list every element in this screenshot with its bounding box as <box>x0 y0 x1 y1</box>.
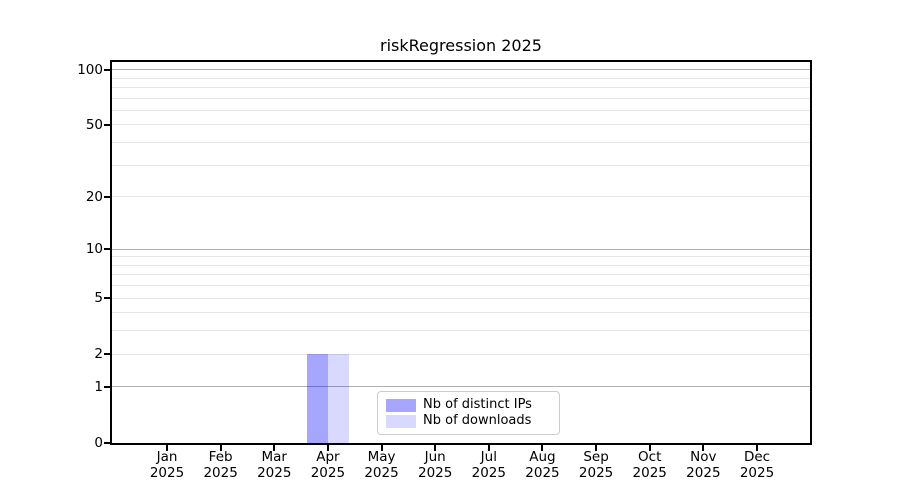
y-grid-minor <box>112 196 810 198</box>
x-tick-label: Jan 2025 <box>149 449 185 481</box>
legend-swatch-distinct-ips <box>386 398 416 412</box>
y-tick-label: 20 <box>85 188 103 205</box>
y-tick-label: 100 <box>77 61 103 78</box>
plot-area <box>112 62 810 443</box>
y-tick <box>104 68 110 71</box>
bar-apr-distinct-ips <box>306 354 328 443</box>
x-tick <box>541 445 544 451</box>
y-grid-minor <box>112 312 810 314</box>
legend-label: Nb of downloads <box>423 413 532 428</box>
legend: Nb of distinct IPs Nb of downloads <box>377 391 560 435</box>
axis-spine-top <box>110 60 812 62</box>
x-tick-label: Aug 2025 <box>525 449 560 481</box>
axis-spine-right <box>810 60 812 445</box>
x-tick <box>434 445 437 451</box>
y-tick-label: 0 <box>94 435 103 451</box>
legend-item: Nb of distinct IPs <box>386 397 550 413</box>
x-tick <box>326 445 329 451</box>
legend-item: Nb of downloads <box>386 413 550 429</box>
x-tick-label: Jul 2025 <box>471 449 506 481</box>
x-tick-label: Nov 2025 <box>686 449 721 481</box>
legend-label: Nb of distinct IPs <box>423 397 532 412</box>
bar-apr-downloads <box>327 354 349 443</box>
y-tick-label: 2 <box>94 346 103 363</box>
y-grid-minor <box>112 285 810 287</box>
y-tick-label: 50 <box>85 116 103 133</box>
y-tick <box>104 353 110 356</box>
y-tick-label: 1 <box>94 378 103 395</box>
y-tick <box>104 248 110 250</box>
x-tick <box>380 445 383 451</box>
y-tick <box>104 442 110 444</box>
y-grid-minor <box>112 77 810 79</box>
x-tick <box>219 445 222 451</box>
x-tick-label: Apr 2025 <box>310 449 346 481</box>
y-grid-minor <box>112 256 810 258</box>
axis-spine-bottom <box>110 443 812 445</box>
axis-spine-left <box>110 60 112 445</box>
chart-title: riskRegression 2025 <box>380 36 542 55</box>
y-grid-minor <box>112 164 810 166</box>
x-tick <box>166 445 168 451</box>
y-tick <box>104 123 110 126</box>
y-grid-minor <box>112 109 810 111</box>
x-tick-label: Oct 2025 <box>632 449 667 481</box>
x-tick <box>487 445 490 451</box>
x-tick-label: Dec 2025 <box>739 449 775 481</box>
y-grid-major <box>112 386 810 388</box>
x-tick-label: Sep 2025 <box>578 449 614 481</box>
y-tick <box>104 385 110 388</box>
y-tick-label: 5 <box>94 290 103 307</box>
y-tick <box>104 195 110 198</box>
y-grid-minor <box>112 124 810 126</box>
y-grid-minor <box>112 330 810 332</box>
y-grid-minor <box>112 86 810 88</box>
y-tick-label: 10 <box>85 241 103 257</box>
x-tick <box>756 445 758 451</box>
x-tick <box>595 445 598 451</box>
y-grid-minor <box>112 97 810 99</box>
x-tick-label: May 2025 <box>364 449 399 481</box>
x-tick <box>702 445 705 451</box>
x-tick <box>273 445 276 451</box>
y-grid-minor <box>112 297 810 299</box>
y-tick <box>104 297 110 300</box>
y-grid-major <box>112 69 810 71</box>
y-grid-major <box>112 248 810 250</box>
y-grid-minor <box>112 142 810 144</box>
x-tick-label: Jun 2025 <box>417 449 453 481</box>
y-grid-minor <box>112 264 810 266</box>
x-tick-label: Feb 2025 <box>203 449 238 481</box>
x-tick <box>648 445 651 451</box>
y-grid-minor <box>112 274 810 276</box>
x-tick-label: Mar 2025 <box>257 449 292 481</box>
y-grid-minor <box>112 353 810 355</box>
legend-swatch-downloads <box>386 414 416 428</box>
